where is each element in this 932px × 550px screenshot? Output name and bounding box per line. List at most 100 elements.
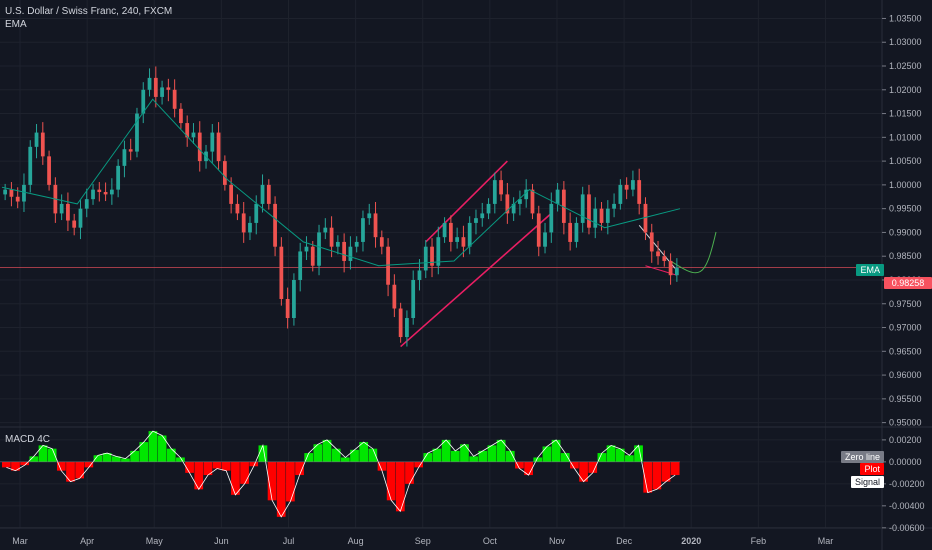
candle-body [568,222,573,242]
candle-body [323,227,328,233]
macd-bar [258,445,268,462]
candle-body [637,180,642,204]
macd-bar [634,445,643,462]
candle-body [361,218,365,242]
price-tick-label: 0.95000 [889,418,922,428]
macd-bar [203,461,213,476]
macd-bar [670,461,680,476]
candle-body [417,270,422,280]
candle-body [486,203,491,214]
candle-body [511,203,516,214]
candle-body [555,189,560,204]
candle-body [436,237,441,266]
macd-bar [93,455,103,462]
candle-body [241,213,246,233]
candle-body [135,113,139,152]
candle-body [273,203,277,247]
macd-bar [313,444,323,462]
time-tick-label: Aug [348,536,364,546]
candle-body [392,284,397,309]
macd-bar [240,461,249,484]
candle-body [3,189,8,195]
candle-body [423,246,428,271]
macd-bar [286,461,295,502]
candle-body [411,279,416,319]
candle-body [304,246,309,252]
price-tick-label: 1.02500 [889,61,922,71]
price-tick-label: 0.96500 [889,346,922,356]
candle-body [593,208,598,228]
macd-bar [432,448,442,462]
ema-layer [1,98,681,267]
macd-bar [551,439,561,462]
macd-bar [395,461,405,512]
macd-bar [570,461,579,469]
candle-body [587,194,591,228]
price-tick-label: 1.01500 [889,109,922,119]
macd-bar [295,461,304,476]
candle-body [15,196,20,202]
time-tick-label: May [146,536,164,546]
candle-body [618,184,623,204]
price-tick-label: 0.99000 [889,227,922,237]
candle-body [656,251,660,257]
macd-bar [84,461,94,468]
price-tick-label: 0.95500 [889,394,922,404]
macd-bar [542,446,552,462]
macd-tick-label: 0.00200 [889,435,922,445]
candles-layer [3,66,679,347]
candle-body [116,165,121,190]
macd-bar [505,450,515,462]
macd-bar [2,461,11,468]
candle-body [179,108,183,124]
macd-bar [185,461,194,473]
macd-layer [0,430,680,518]
macd-bar [75,461,85,479]
macd-bar [29,456,39,462]
time-tick-label: Oct [483,536,498,546]
candle-body [398,308,403,338]
macd-bar [157,435,167,462]
candle-body [599,208,604,223]
candle-body [298,251,303,280]
candle-body [448,222,453,242]
channel-upper-line [425,160,508,243]
macd-tick-label: 0.00000 [889,457,922,467]
candle-body [668,260,673,276]
macd-bar [615,448,625,462]
macd-bar [423,453,433,462]
macd-bar [267,461,277,501]
indicator-label: EMA [5,19,27,30]
ema-tag: EMA [856,264,884,276]
macd-bar [359,442,369,462]
candle-body [229,184,234,204]
candle-body [103,192,108,195]
candle-body [197,132,202,162]
candle-body [342,241,347,261]
macd-bar [643,461,653,493]
candle-body [461,237,466,247]
macd-bar [405,461,414,484]
macd-tick-label: -0.00400 [889,501,925,511]
candle-body [72,220,77,228]
candle-body [354,241,359,247]
macd-bar [496,439,506,462]
candle-body [254,203,259,223]
price-tick-label: 0.96000 [889,370,922,380]
plot-tag: Plot [860,463,884,475]
macd-bar [212,461,222,469]
candle-body [455,237,460,242]
macd-bar [469,456,478,462]
price-tick-label: 0.97500 [889,299,922,309]
macd-bar [194,461,204,490]
macd-bar [47,448,57,462]
candle-body [66,203,70,221]
macd-bar [386,461,396,501]
candle-body [373,213,378,238]
candle-body [147,77,152,90]
candle-body [492,180,497,204]
macd-tick-label: -0.00600 [889,523,925,533]
macd-bar [66,461,75,482]
macd-bar [515,461,524,469]
